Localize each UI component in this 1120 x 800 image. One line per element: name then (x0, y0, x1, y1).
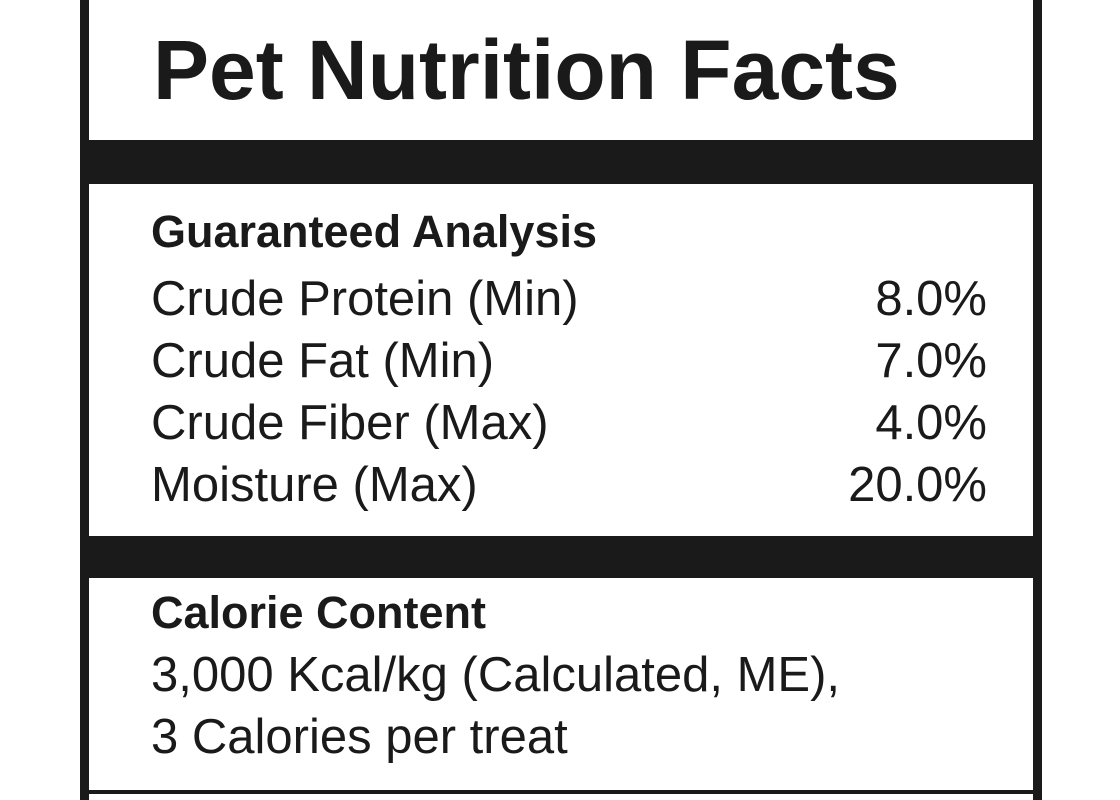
nutrient-value: 8.0% (875, 272, 987, 326)
nutrient-name: Crude Fat (Min) (151, 334, 495, 388)
calorie-line: 3 Calories per treat (151, 710, 568, 764)
nutrient-name: Crude Fiber (Max) (151, 396, 549, 450)
bottom-rule (89, 790, 1033, 794)
analysis-row: Crude Fiber (Max) 4.0% (151, 392, 987, 454)
guaranteed-analysis-heading: Guaranteed Analysis (151, 206, 598, 257)
analysis-list: Crude Protein (Min) 8.0% Crude Fat (Min)… (151, 268, 987, 516)
nutrient-value: 20.0% (848, 458, 987, 512)
analysis-divider (89, 536, 1033, 540)
analysis-row: Crude Fat (Min) 7.0% (151, 330, 987, 392)
label-title: Pet Nutrition Facts (153, 23, 900, 117)
calorie-content-text: 3,000 Kcal/kg (Calculated, ME), 3 Calori… (151, 644, 840, 768)
title-divider (89, 140, 1033, 144)
nutrient-value: 7.0% (875, 334, 987, 388)
thick-divider (89, 144, 1033, 184)
thick-divider (89, 540, 1033, 578)
nutrient-name: Crude Protein (Min) (151, 272, 579, 326)
nutrition-label: Pet Nutrition Facts Guaranteed Analysis … (80, 0, 1042, 800)
calorie-line: 3,000 Kcal/kg (Calculated, ME), (151, 648, 841, 702)
analysis-row: Moisture (Max) 20.0% (151, 454, 987, 516)
analysis-row: Crude Protein (Min) 8.0% (151, 268, 987, 330)
calorie-content-heading: Calorie Content (151, 587, 487, 638)
nutrient-name: Moisture (Max) (151, 458, 478, 512)
nutrient-value: 4.0% (875, 396, 987, 450)
